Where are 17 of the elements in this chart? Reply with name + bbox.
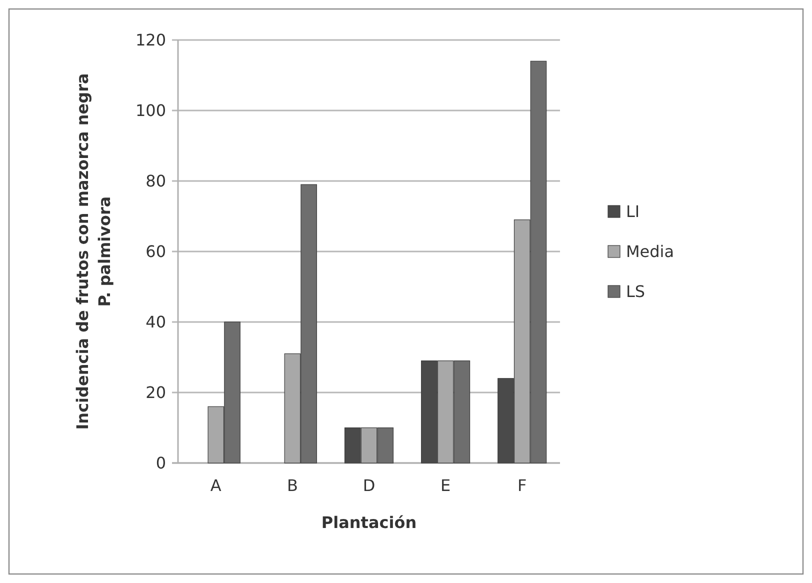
y-tick-label: 0 (156, 454, 166, 473)
x-tick-label: E (440, 476, 451, 495)
y-tick-label: 80 (146, 172, 166, 191)
legend-label: LI (626, 202, 640, 222)
y-tick-label: 40 (146, 312, 166, 332)
y-tick-label: 100 (135, 101, 166, 120)
y-tick-label: 60 (146, 242, 166, 262)
x-tick-label: F (518, 476, 527, 495)
y-tick-label: 20 (146, 383, 166, 402)
y-axis-title: Incidencia de frutos con mazorca negra P. palmivora (73, 73, 114, 430)
x-axis-title: Plantación (321, 513, 417, 532)
x-tick-label: D (362, 476, 376, 495)
y-tick-label: 120 (135, 30, 166, 50)
legend-label: Media (626, 242, 674, 262)
legend-label: LS (626, 282, 646, 302)
x-tick-label: B (286, 476, 298, 495)
x-tick-label: A (210, 476, 222, 495)
